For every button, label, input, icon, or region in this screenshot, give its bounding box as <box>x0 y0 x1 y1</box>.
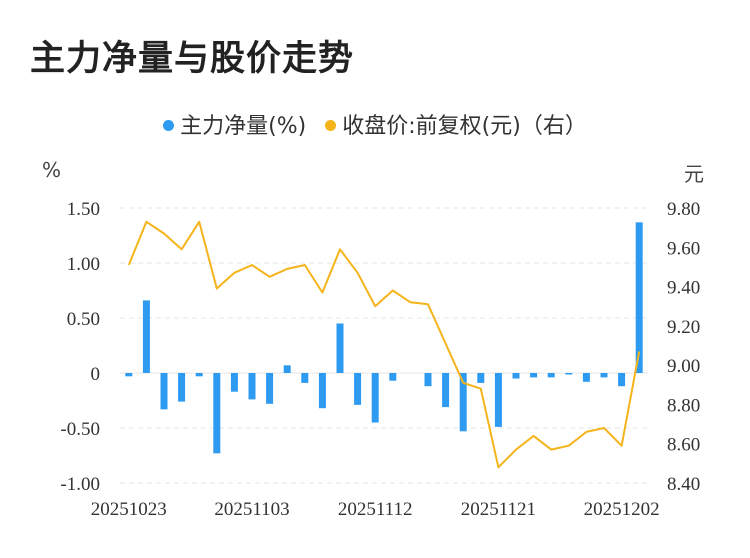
bar[interactable] <box>248 373 256 400</box>
legend-item-net-volume[interactable]: 主力净量(%) <box>163 108 306 140</box>
right-tick-label: 8.60 <box>667 435 700 456</box>
right-tick-label: 9.20 <box>667 317 700 338</box>
bar[interactable] <box>160 373 168 410</box>
right-tick-label: 8.80 <box>667 395 700 416</box>
legend-label-net-volume: 主力净量(%) <box>180 114 307 139</box>
bar[interactable] <box>459 373 467 432</box>
axis-labels: 1.50 1.00 0.50 0 -0.50 -1.00 9.80 9.60 9.40 9.20 9… <box>60 199 700 520</box>
left-tick-label: -0.50 <box>60 419 100 440</box>
x-tick-label: 20251112 <box>338 499 413 520</box>
bar[interactable] <box>424 373 432 387</box>
bar[interactable] <box>618 373 626 387</box>
bar[interactable] <box>494 373 502 427</box>
right-tick-label: 9.40 <box>667 278 700 299</box>
legend-item-close-price[interactable]: 收盘价:前复权(元)（右） <box>325 108 587 140</box>
x-tick-label: 20251103 <box>214 499 289 520</box>
bar[interactable] <box>142 300 150 373</box>
right-tick-label: 9.80 <box>667 199 700 220</box>
grid-lines <box>120 207 648 484</box>
right-axis-unit: 元 <box>684 162 704 186</box>
bar[interactable] <box>336 323 344 374</box>
bar[interactable] <box>565 373 573 375</box>
bar-series <box>125 222 643 454</box>
line-series <box>127 220 641 469</box>
bar[interactable] <box>266 373 274 404</box>
bar[interactable] <box>230 373 238 392</box>
bar[interactable] <box>477 373 485 383</box>
bar[interactable] <box>195 373 203 377</box>
left-tick-label: 1.00 <box>67 254 100 275</box>
left-tick-label: 1.50 <box>67 199 100 220</box>
bar[interactable] <box>125 373 133 377</box>
right-tick-label: 9.00 <box>667 356 700 377</box>
x-tick-label: 20251202 <box>584 499 660 520</box>
bar[interactable] <box>301 373 309 383</box>
right-tick-label: 8.40 <box>667 474 700 495</box>
bar[interactable] <box>283 365 291 373</box>
bar[interactable] <box>213 373 221 454</box>
bar[interactable] <box>600 373 608 378</box>
bar[interactable] <box>178 373 186 402</box>
legend-dot-blue-icon <box>163 119 175 131</box>
legend-dot-orange-icon <box>325 119 337 131</box>
right-tick-label: 9.60 <box>667 238 700 259</box>
left-tick-label: -1.00 <box>60 474 100 495</box>
bar[interactable] <box>635 222 643 373</box>
legend: 主力净量(%) 收盘价:前复权(元)（右） <box>0 108 750 140</box>
price-line[interactable] <box>127 220 641 469</box>
bar[interactable] <box>318 373 326 409</box>
bar[interactable] <box>442 373 450 408</box>
left-axis-unit: % <box>42 158 62 182</box>
legend-label-close-price: 收盘价:前复权(元)（右） <box>342 114 587 139</box>
bar[interactable] <box>547 373 555 378</box>
left-tick-label: 0.50 <box>67 309 100 330</box>
bar[interactable] <box>371 373 379 423</box>
bar[interactable] <box>389 373 397 381</box>
bar[interactable] <box>582 373 590 382</box>
bar[interactable] <box>354 373 362 405</box>
chart-title: 主力净量与股价走势 <box>30 39 355 79</box>
bar[interactable] <box>530 373 538 378</box>
left-tick-label: 0 <box>91 364 101 385</box>
x-tick-label: 20251121 <box>461 499 536 520</box>
x-tick-label: 20251023 <box>91 499 167 520</box>
bar[interactable] <box>512 373 520 379</box>
